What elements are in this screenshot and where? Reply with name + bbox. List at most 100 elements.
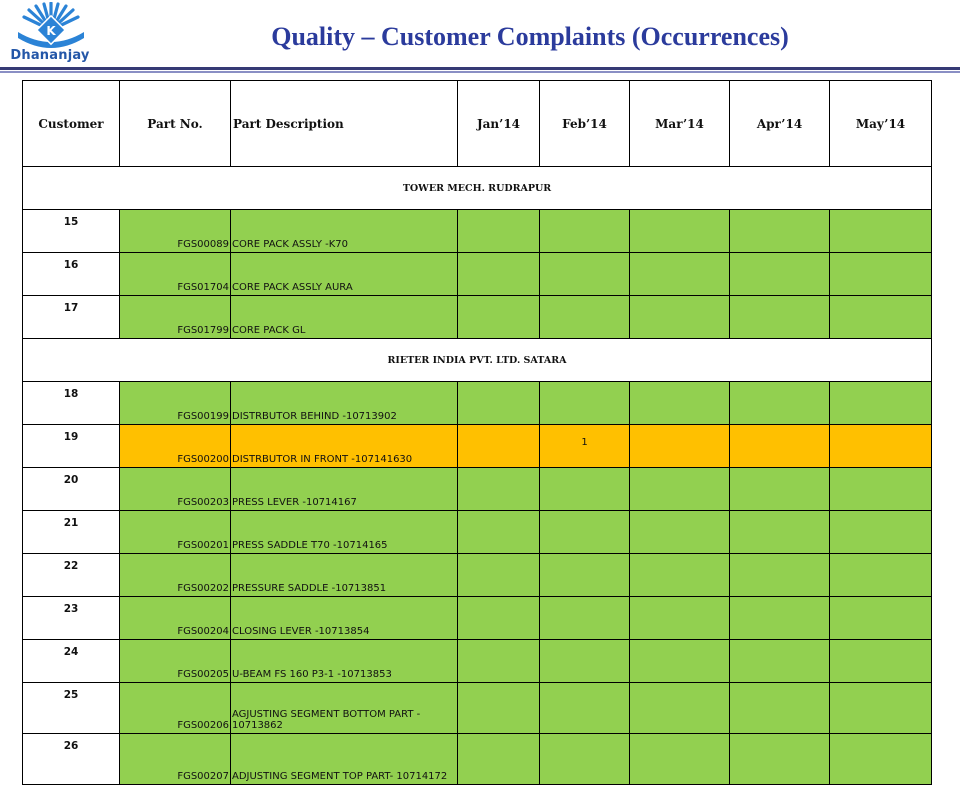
month-value-cell: [457, 467, 540, 511]
table-row: 15 FGS00089 CORE PACK ASSLY -K70: [22, 209, 932, 253]
month-value-cell: [457, 295, 540, 339]
customer-cell: 21: [22, 510, 120, 554]
group-name: RIETER INDIA PVT. LTD. SATARA: [22, 338, 932, 382]
month-value-cell: [539, 733, 630, 785]
part-description-cell: CLOSING LEVER -10713854: [230, 596, 458, 640]
month-value-cell: [539, 381, 630, 425]
month-value-cell: [829, 733, 932, 785]
table-body: TOWER MECH. RUDRAPUR 15 FGS00089 CORE PACK …: [22, 166, 932, 785]
month-value-cell: [829, 295, 932, 339]
month-value-cell: [457, 639, 540, 683]
part-no-cell: FGS00202: [119, 553, 231, 597]
month-value-cell: [829, 252, 932, 296]
month-value-cell: [729, 209, 830, 253]
month-value-cell: [629, 682, 730, 734]
part-description-cell: PRESS LEVER -10714167: [230, 467, 458, 511]
month-value-cell: [629, 639, 730, 683]
part-no-cell: FGS00204: [119, 596, 231, 640]
customer-cell: 15: [22, 209, 120, 253]
part-description-cell: CORE PACK ASSLY AURA: [230, 252, 458, 296]
part-description-cell: U-BEAM FS 160 P3-1 -10713853: [230, 639, 458, 683]
header-part-description: Part Description: [230, 80, 458, 167]
part-no-cell: FGS01799: [119, 295, 231, 339]
part-description-cell: PRESSURE SADDLE -10713851: [230, 553, 458, 597]
month-value-cell: [629, 510, 730, 554]
dhananjay-logo-icon: K: [18, 2, 84, 48]
month-value-cell: [729, 510, 830, 554]
customer-cell: 20: [22, 467, 120, 511]
month-value-cell: [729, 295, 830, 339]
month-value-cell: [729, 381, 830, 425]
header-month-mar: Mar’14: [629, 80, 730, 167]
part-description-cell: AGJUSTING SEGMENT BOTTOM PART - 10713862: [230, 682, 458, 734]
customer-cell: 17: [22, 295, 120, 339]
month-value-cell: [829, 381, 932, 425]
month-value-cell: [729, 553, 830, 597]
group-name: TOWER MECH. RUDRAPUR: [22, 166, 932, 210]
month-value-cell: [457, 596, 540, 640]
month-value-cell: [539, 596, 630, 640]
month-value-cell: [629, 381, 730, 425]
brand-name: Dhananjay: [10, 48, 90, 63]
month-value-cell: [629, 209, 730, 253]
month-value-cell: [729, 682, 830, 734]
month-value-cell: [457, 682, 540, 734]
table-row: 17 FGS01799 CORE PACK GL: [22, 295, 932, 339]
logo-letter: K: [46, 24, 56, 38]
month-value-cell: [539, 295, 630, 339]
month-value-cell: 1: [539, 424, 630, 468]
part-no-cell: FGS00199: [119, 381, 231, 425]
month-value-cell: [457, 733, 540, 785]
header-part-no: Part No.: [119, 80, 231, 167]
table-row: 23 FGS00204 CLOSING LEVER -10713854: [22, 596, 932, 640]
month-value-cell: [829, 510, 932, 554]
month-value-cell: [539, 252, 630, 296]
month-value-cell: [829, 639, 932, 683]
header-month-may: May’14: [829, 80, 932, 167]
table-row: 18 FGS00199 DISTRBUTOR BEHIND -10713902: [22, 381, 932, 425]
month-value-cell: [457, 510, 540, 554]
part-description-cell: CORE PACK GL: [230, 295, 458, 339]
part-description-cell: ADJUSTING SEGMENT TOP PART- 10714172: [230, 733, 458, 785]
table-row: 22 FGS00202 PRESSURE SADDLE -10713851: [22, 553, 932, 597]
customer-cell: 25: [22, 682, 120, 734]
month-value-cell: [629, 252, 730, 296]
header-month-apr: Apr’14: [729, 80, 830, 167]
part-no-cell: FGS00203: [119, 467, 231, 511]
month-value-cell: [829, 209, 932, 253]
month-value-cell: [829, 682, 932, 734]
group-row: TOWER MECH. RUDRAPUR: [22, 166, 932, 210]
part-no-cell: FGS00089: [119, 209, 231, 253]
complaints-table: Customer Part No. Part Description Jan’1…: [22, 80, 932, 785]
month-value-cell: [539, 510, 630, 554]
month-value-cell: [629, 424, 730, 468]
table-row: 26 FGS00207 ADJUSTING SEGMENT TOP PART- 10…: [22, 733, 932, 785]
part-no-cell: FGS00205: [119, 639, 231, 683]
month-value-cell: [629, 295, 730, 339]
customer-cell: 22: [22, 553, 120, 597]
table-row: 19 FGS00200 DISTRBUTOR IN FRONT -107141630…: [22, 424, 932, 468]
header-rule-accent: [0, 71, 960, 73]
month-value-cell: [457, 381, 540, 425]
month-value-cell: [729, 596, 830, 640]
month-value-cell: [539, 682, 630, 734]
month-value-cell: [829, 467, 932, 511]
header-month-feb: Feb’14: [539, 80, 630, 167]
month-value-cell: [729, 639, 830, 683]
month-value-cell: [729, 733, 830, 785]
month-value-cell: [629, 467, 730, 511]
customer-cell: 26: [22, 733, 120, 785]
month-value-cell: [729, 252, 830, 296]
table-row: 21 FGS00201 PRESS SADDLE T70 -10714165: [22, 510, 932, 554]
header-month-jan: Jan’14: [457, 80, 540, 167]
month-value-cell: [539, 639, 630, 683]
month-value-cell: [457, 424, 540, 468]
header-rule: [0, 67, 960, 70]
month-value-cell: [539, 467, 630, 511]
customer-cell: 16: [22, 252, 120, 296]
part-description-cell: DISTRBUTOR IN FRONT -107141630: [230, 424, 458, 468]
part-no-cell: FGS00201: [119, 510, 231, 554]
table-row: 25 FGS00206 AGJUSTING SEGMENT BOTTOM PART …: [22, 682, 932, 734]
month-value-cell: [539, 209, 630, 253]
part-no-cell: FGS00200: [119, 424, 231, 468]
